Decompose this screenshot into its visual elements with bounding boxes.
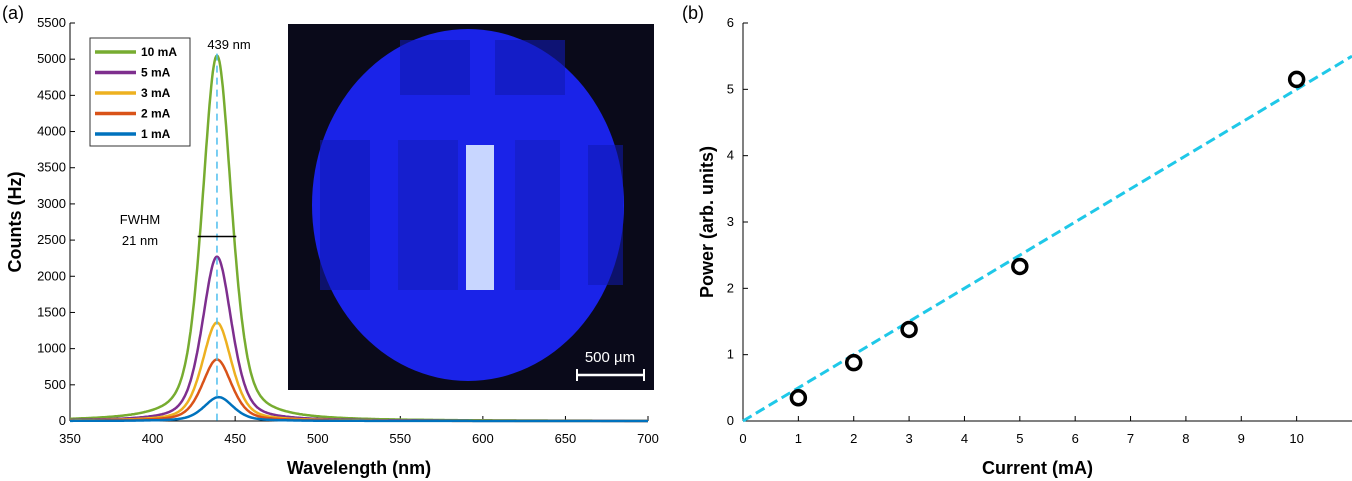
y-tick-label: 3 (727, 214, 734, 229)
x-tick-label: 550 (389, 431, 411, 446)
panel-label-a: (a) (2, 3, 24, 23)
inset-pad-top-left (400, 40, 470, 95)
spectrum-chart: 350 400 450 500 550 600 650 700 0 500 1000 1500 2000… (5, 15, 659, 478)
legend-label: 1 mA (141, 127, 171, 141)
y-tick-label: 2000 (37, 268, 66, 283)
x-tick-label: 400 (142, 431, 164, 446)
y-axis-title: Power (arb. units) (697, 146, 717, 298)
y-tick-label: 6 (727, 15, 734, 30)
inset-pad-middle-left (398, 140, 458, 290)
x-tick-label: 450 (224, 431, 246, 446)
y-tick-label: 5000 (37, 51, 66, 66)
y-tick-label: 4 (727, 148, 734, 163)
power-chart: 0 1 2 3 4 5 6 7 8 9 10 0 1 2 3 4 5 6 Current (mA) Power (ar… (697, 15, 1352, 478)
spectrum-line-1mA (70, 395, 648, 423)
y-tick-label: 5500 (37, 15, 66, 30)
x-tick-label: 600 (472, 431, 494, 446)
y-tick-label: 1000 (37, 341, 66, 356)
y-tick-label: 0 (727, 413, 734, 428)
inset-pad-left (320, 140, 370, 290)
x-tick-label: 650 (555, 431, 577, 446)
data-point (1287, 70, 1306, 89)
peak-label: 439 nm (207, 37, 250, 52)
data-point (844, 353, 863, 372)
inset-stripe-glow (466, 145, 494, 290)
scale-bar-label: 500 µm (585, 349, 635, 366)
x-tick-label: 500 (307, 431, 329, 446)
x-tick-label: 8 (1182, 431, 1189, 446)
inset-pad-right (588, 145, 623, 285)
power-axes: 0 1 2 3 4 5 6 7 8 9 10 0 1 2 3 4 5 6 Current (mA) Power (ar… (697, 15, 1352, 478)
x-tick-label: 0 (739, 431, 746, 446)
data-point (789, 389, 808, 407)
legend-label: 10 mA (141, 45, 177, 59)
x-tick-label: 7 (1127, 431, 1134, 446)
y-tick-label: 4500 (37, 87, 66, 102)
y-tick-label: 2 (727, 280, 734, 295)
panel-label-b: (b) (682, 3, 704, 23)
y-tick-label: 1500 (37, 304, 66, 319)
inset-photo: 500 µm (288, 24, 654, 390)
inset-pad-middle-right (515, 140, 560, 290)
x-tick-label: 4 (961, 431, 968, 446)
x-tick-label: 5 (1016, 431, 1023, 446)
y-tick-label: 3500 (37, 160, 66, 175)
x-tick-label: 350 (59, 431, 81, 446)
y-tick-label: 4000 (37, 124, 66, 139)
x-tick-label: 9 (1238, 431, 1245, 446)
spectrum-axes: 350 400 450 500 550 600 650 700 0 500 1000 1500 2000… (5, 15, 659, 478)
y-tick-label: 5 (727, 81, 734, 96)
x-axis-title: Wavelength (nm) (287, 458, 431, 478)
y-axis-title: Counts (Hz) (5, 172, 25, 273)
x-tick-label: 10 (1289, 431, 1303, 446)
y-tick-label: 0 (59, 413, 66, 428)
linear-fit-line (742, 54, 1352, 423)
x-tick-label: 1 (795, 431, 802, 446)
x-tick-label: 2 (850, 431, 857, 446)
x-axis-title: Current (mA) (982, 458, 1093, 478)
y-tick-label: 500 (44, 377, 66, 392)
inset-active-stripe (466, 145, 494, 290)
legend-label: 2 mA (141, 107, 171, 121)
x-tick-label: 3 (905, 431, 912, 446)
y-tick-label: 2500 (37, 232, 66, 247)
spectrum-annotations: 439 nm FWHM 21 nm (120, 37, 251, 248)
spectrum-curves (70, 53, 648, 423)
x-tick-label: 6 (1072, 431, 1079, 446)
legend-label: 3 mA (141, 86, 171, 100)
y-tick-label: 3000 (37, 196, 66, 211)
legend: 10 mA 5 mA 3 mA 2 mA 1 mA (89, 37, 191, 147)
power-marks (742, 54, 1352, 423)
fwhm-value: 21 nm (122, 233, 158, 248)
y-tick-label: 1 (727, 347, 734, 362)
fwhm-label: FWHM (120, 212, 160, 227)
legend-label: 5 mA (141, 66, 171, 80)
data-point (900, 320, 918, 339)
inset-pad-top-right (495, 40, 565, 95)
data-point (1011, 257, 1029, 276)
x-tick-label: 700 (637, 431, 659, 446)
